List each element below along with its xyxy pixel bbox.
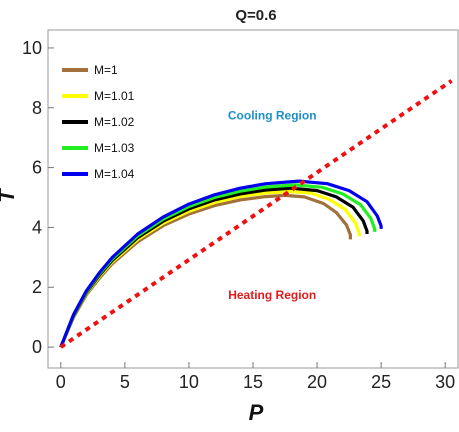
legend-label: M=1.04 [94,167,135,181]
y-axis-title: T [0,188,19,203]
annotation-cooling-region: Cooling Region [228,109,317,123]
legend: M=1 M=1.01 M=1.02 M=1.03 M=1.04 [62,63,135,181]
x-tick-label: 20 [307,372,327,392]
y-tick-label: 4 [32,217,42,237]
legend-label: M=1 [94,63,118,77]
series-layer [59,79,453,349]
x-axis: 0 5 10 15 20 25 30 [56,362,455,392]
x-axis-title: P [249,400,264,425]
y-tick-label: 0 [32,337,42,357]
x-tick-label: 15 [243,372,263,392]
x-tick-label: 10 [179,372,199,392]
series-line-4 [59,183,377,348]
y-tick-label: 8 [32,98,42,118]
annotation-heating-region: Heating Region [228,288,316,302]
chart-title: Q=0.6 [235,7,276,24]
y-tick-label: 2 [32,277,42,297]
series-line-dashed [59,79,453,349]
series-line-5 [59,179,383,348]
legend-label: M=1.02 [94,115,135,129]
x-tick-label: 5 [120,372,130,392]
y-tick-label: 10 [22,38,42,58]
y-axis: 0 2 4 6 8 10 [22,38,54,357]
legend-label: M=1.03 [94,141,135,155]
x-tick-label: 30 [435,372,455,392]
legend-label: M=1.01 [94,89,135,103]
y-tick-label: 6 [32,158,42,178]
x-tick-label: 25 [371,372,391,392]
x-tick-label: 0 [56,372,66,392]
